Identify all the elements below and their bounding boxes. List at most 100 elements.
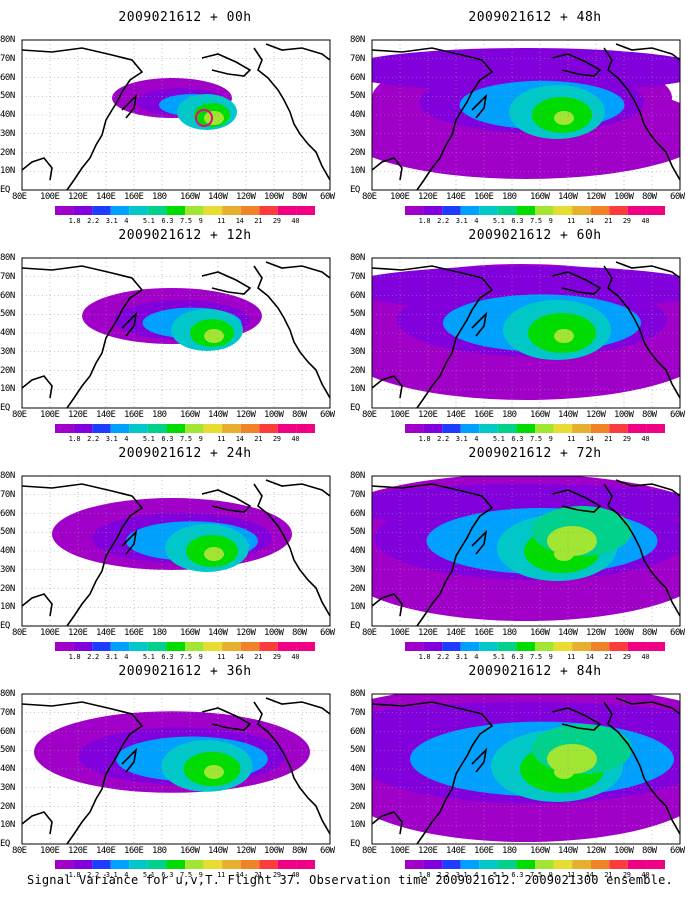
lat-label: EQ bbox=[350, 185, 360, 195]
colorbar-swatch bbox=[590, 642, 610, 651]
colorbar-label: 3.1 bbox=[455, 871, 468, 879]
colorbar-swatch bbox=[479, 642, 498, 651]
colorbar-label: 29 bbox=[272, 217, 281, 225]
lon-label: 80W bbox=[642, 846, 657, 856]
colorbar-swatch bbox=[479, 206, 498, 215]
variance-contour bbox=[204, 547, 224, 561]
colorbar-swatch bbox=[460, 206, 480, 215]
colorbar-swatch bbox=[423, 860, 443, 869]
colorbar-label: 40 bbox=[641, 435, 650, 443]
lon-label: 160W bbox=[530, 192, 550, 202]
colorbar-swatch bbox=[442, 206, 461, 215]
colorbar-label: 21 bbox=[604, 871, 613, 879]
lat-label: 40N bbox=[350, 110, 365, 120]
colorbar bbox=[405, 642, 665, 651]
lon-label: 140E bbox=[96, 628, 116, 638]
lon-label: 120E bbox=[68, 628, 88, 638]
variance-contour bbox=[195, 109, 213, 127]
coastline bbox=[551, 489, 602, 513]
colorbar-swatch bbox=[442, 424, 461, 433]
colorbar-swatch bbox=[572, 860, 591, 869]
colorbar-label: 29 bbox=[622, 217, 631, 225]
colorbar-swatch bbox=[497, 206, 517, 215]
colorbar-swatch bbox=[423, 642, 443, 651]
colorbar-label: 21 bbox=[254, 217, 263, 225]
panel-title: 2009021612 + 72h bbox=[468, 446, 602, 461]
lon-label: 100W bbox=[614, 846, 634, 856]
colorbar-label: 14 bbox=[235, 435, 244, 443]
colorbar-label: 5.1 bbox=[492, 653, 505, 661]
colorbar-label: 4 bbox=[474, 871, 479, 879]
colorbar-swatch bbox=[460, 424, 480, 433]
lon-label: 100E bbox=[390, 846, 410, 856]
lat-label: 50N bbox=[350, 527, 365, 538]
colorbar-swatch bbox=[405, 642, 424, 651]
colorbar-swatch bbox=[497, 642, 517, 651]
colorbar-label: 11 bbox=[567, 435, 575, 443]
lat-label: 20N bbox=[350, 583, 365, 594]
lon-label: 180 bbox=[152, 846, 167, 856]
lat-label: 50N bbox=[350, 91, 365, 102]
lon-label: 60W bbox=[670, 410, 685, 420]
colorbar-swatch bbox=[535, 424, 554, 433]
colorbar-swatch bbox=[553, 424, 573, 433]
colorbar-swatch bbox=[92, 206, 111, 215]
colorbar-label: 1.8 bbox=[68, 217, 81, 225]
colorbar-label: 1.8 bbox=[68, 871, 81, 879]
lat-label: 50N bbox=[350, 309, 365, 320]
lat-label: 10N bbox=[0, 602, 15, 613]
variance-map bbox=[371, 257, 681, 409]
lon-label: 160E bbox=[124, 192, 144, 202]
colorbar-swatch bbox=[203, 206, 223, 215]
colorbar-swatch bbox=[646, 642, 665, 651]
colorbar-swatch bbox=[240, 860, 260, 869]
variance-contour bbox=[547, 526, 597, 556]
lon-label: 100W bbox=[264, 410, 284, 420]
lon-label: 60W bbox=[320, 846, 335, 856]
lon-label: 80E bbox=[362, 192, 377, 202]
colorbar-swatch bbox=[627, 642, 647, 651]
lon-label: 160W bbox=[530, 628, 550, 638]
lat-label: 70N bbox=[0, 53, 15, 64]
colorbar-label: 21 bbox=[604, 435, 613, 443]
colorbar-swatch bbox=[240, 206, 260, 215]
colorbar-swatch bbox=[627, 424, 647, 433]
lon-label: 100E bbox=[390, 628, 410, 638]
lat-label: 40N bbox=[0, 328, 15, 338]
coastline bbox=[372, 265, 494, 408]
colorbar-swatch bbox=[203, 860, 223, 869]
lat-label: 80N bbox=[0, 253, 15, 263]
lon-label: 140W bbox=[558, 628, 578, 638]
lon-label: 80E bbox=[12, 628, 27, 638]
colorbar-swatch bbox=[535, 860, 554, 869]
colorbar-label: 2.2 bbox=[437, 217, 449, 225]
lon-label: 60W bbox=[670, 192, 685, 202]
colorbar-label: 14 bbox=[585, 217, 594, 225]
colorbar-swatch bbox=[609, 424, 628, 433]
lon-label: 120W bbox=[586, 192, 606, 202]
colorbar-swatch bbox=[423, 424, 443, 433]
lon-label: 160E bbox=[124, 628, 144, 638]
lon-label: 80W bbox=[642, 192, 657, 202]
colorbar-label: 6.3 bbox=[161, 653, 174, 661]
colorbar-swatch bbox=[55, 642, 74, 651]
lon-label: 180 bbox=[502, 628, 517, 638]
colorbar-swatch bbox=[460, 642, 480, 651]
colorbar-swatch bbox=[553, 860, 573, 869]
colorbar-swatch bbox=[147, 424, 167, 433]
lat-label: 70N bbox=[0, 489, 15, 500]
colorbar-label: 21 bbox=[604, 217, 613, 225]
coastline bbox=[121, 529, 138, 555]
variance-map bbox=[21, 39, 331, 191]
coastline bbox=[121, 747, 138, 773]
colorbar-swatch bbox=[590, 860, 610, 869]
colorbar-swatch bbox=[92, 642, 111, 651]
lat-label: 60N bbox=[350, 726, 365, 737]
lat-label: 40N bbox=[0, 764, 15, 774]
coastline bbox=[22, 47, 144, 190]
lat-label: 40N bbox=[350, 328, 365, 338]
coastline bbox=[201, 489, 252, 513]
lon-label: 120E bbox=[68, 192, 88, 202]
lat-label: 60N bbox=[350, 72, 365, 83]
lon-label: 180 bbox=[502, 192, 517, 202]
